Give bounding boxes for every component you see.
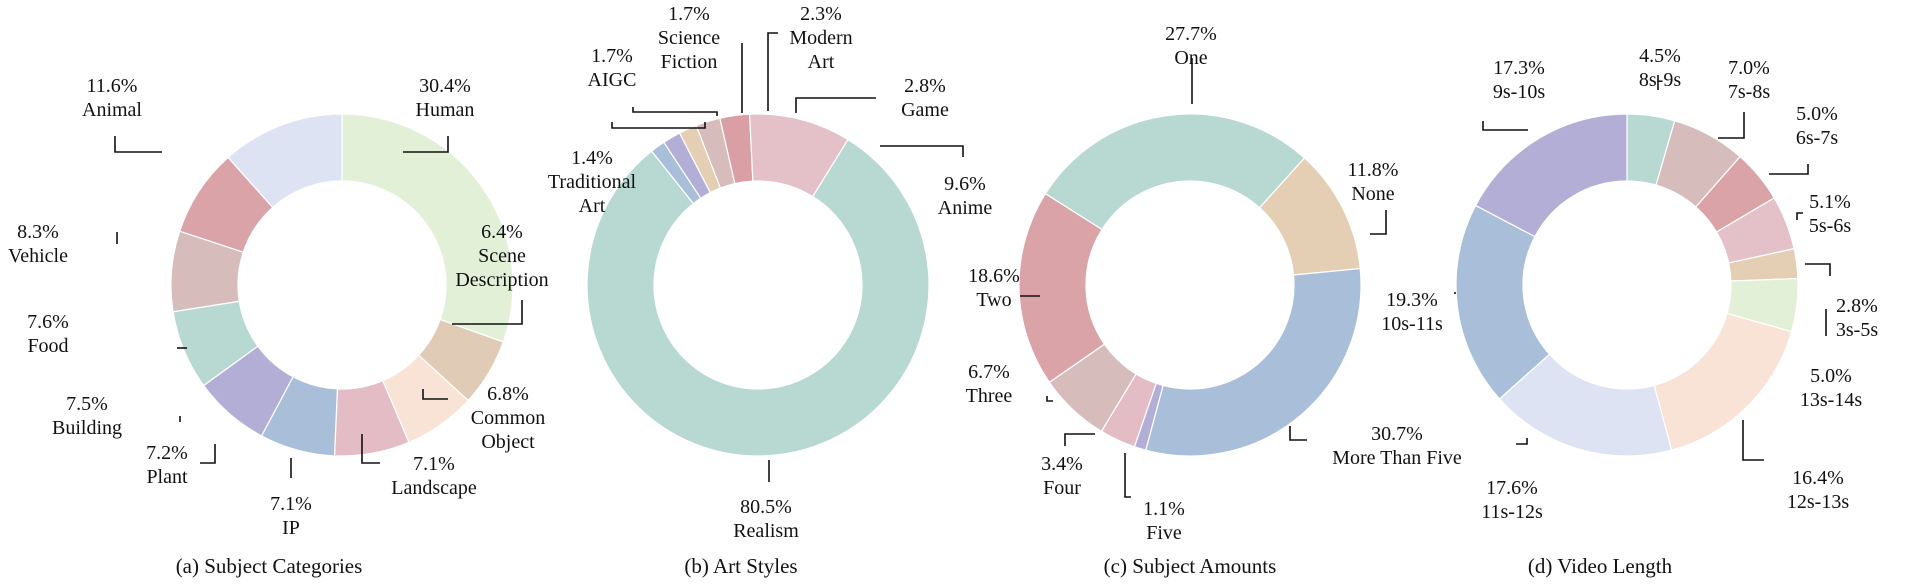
art-styles-leader-game	[795, 97, 876, 113]
art-styles-slice-modern-art	[695, 117, 736, 189]
art-styles-leader-traditional-art	[611, 122, 706, 129]
subject-amounts-leader-more-than-five	[1289, 426, 1307, 441]
video-length-slice-10s-11s	[1455, 204, 1551, 400]
subject-categories-leader-animal	[114, 136, 162, 153]
donut-chart-subject-amounts: 11.8% None 30.7% More Than Five 1.1% Five 3.4%…	[966, 23, 1462, 578]
subject-categories-label-common-object: 6.8% Common Object	[471, 383, 545, 453]
video-length-caption: (d) Video Length	[1528, 554, 1673, 578]
subject-amounts-caption: (c) Subject Amounts	[1104, 554, 1277, 578]
subject-categories-label-landscape: 7.1% Landscape	[391, 453, 477, 499]
subject-amounts-label-three: 6.7% Three	[966, 361, 1013, 407]
video-length-leader-12s-13s	[1742, 420, 1764, 461]
subject-amounts-leader-none	[1370, 210, 1387, 235]
video-length-label-11s-12s: 17.6% 11s-12s	[1481, 477, 1543, 523]
art-styles-slice-realism	[586, 138, 930, 457]
subject-amounts-label-two: 18.6% Two	[968, 265, 1020, 311]
art-styles-label-aigc: 1.7% AIGC	[588, 45, 637, 91]
subject-amounts-leader-five	[1124, 453, 1131, 498]
video-length-label-12s-13s: 16.4% 12s-13s	[1787, 467, 1849, 513]
video-length-leader-3s-5s	[1805, 263, 1831, 276]
subject-categories-label-building: 7.5% Building	[52, 393, 122, 439]
donut-chart-video-length: 4.5% 8s-9s 7.0% 7s-8s 5.0% 6s-7s 5.1% 5s-6s 2.8%…	[1381, 45, 1878, 578]
subject-categories-label-animal: 11.6% Animal	[82, 75, 142, 121]
subject-categories-caption: (a) Subject Categories	[176, 554, 363, 578]
video-length-label-6s-7s: 5.0% 6s-7s	[1796, 103, 1838, 149]
video-length-label-9s-10s: 17.3% 9s-10s	[1493, 57, 1545, 103]
subject-amounts-label-none: 11.8% None	[1348, 159, 1399, 205]
video-length-label-13s-14s: 5.0% 13s-14s	[1800, 365, 1862, 411]
video-length-label-7s-8s: 7.0% 7s-8s	[1728, 57, 1770, 103]
subject-categories-label-plant: 7.2% Plant	[146, 442, 188, 488]
video-length-label-5s-6s: 5.1% 5s-6s	[1809, 191, 1851, 237]
subject-amounts-label-five: 1.1% Five	[1143, 498, 1185, 544]
subject-amounts-label-more-than-five: 30.7% More Than Five	[1332, 423, 1462, 469]
subject-categories-label-human: 30.4% Human	[416, 75, 475, 121]
video-length-slice-9s-10s	[1474, 113, 1628, 238]
art-styles-label-traditional-art: 1.4% Traditional Art	[548, 147, 637, 217]
art-styles-leader-modern-art	[767, 32, 778, 111]
subject-categories-label-scene-description: 6.4% Scene Description	[455, 221, 548, 291]
video-length-label-3s-5s: 2.8% 3s-5s	[1836, 295, 1878, 341]
video-length-leader-9s-10s	[1482, 121, 1528, 131]
art-styles-label-science-fiction: 1.7% Science Fiction	[658, 3, 720, 73]
art-styles-caption: (b) Art Styles	[684, 554, 797, 578]
video-length-label-8s-9s: 4.5% 8s-9s	[1639, 45, 1681, 91]
subject-categories-label-ip: 7.1% IP	[270, 493, 312, 539]
subject-categories-label-vehicle: 8.3% Vehicle	[8, 221, 68, 267]
subject-amounts-leader-four	[1064, 433, 1095, 446]
subject-categories-label-food: 7.6% Food	[27, 311, 69, 357]
video-length-leader-7s-8s	[1718, 112, 1745, 139]
video-length-slice-12s-13s	[1653, 312, 1793, 451]
subject-categories-leader-scene-description	[452, 300, 523, 325]
subject-categories-leader-common-object	[422, 389, 448, 400]
subject-amounts-label-one: 27.7% One	[1165, 23, 1217, 69]
subject-amounts-label-four: 3.4% Four	[1041, 453, 1083, 499]
donut-chart-art-styles: 2.8% Game 9.6% Anime 80.5% Realism 1.4% Traditi…	[548, 3, 992, 578]
video-length-leader-6s-7s	[1769, 164, 1809, 175]
subject-amounts-slice-one	[1044, 113, 1306, 231]
subject-categories-leader-landscape	[361, 434, 380, 464]
subject-categories-leader-human	[403, 136, 449, 153]
video-length-label-10s-11s: 19.3% 10s-11s	[1381, 289, 1443, 335]
video-length-leader-5s-6s	[1796, 212, 1803, 220]
subject-categories-leader-plant	[200, 444, 216, 464]
donut-chart-subject-categories: 30.4% Human 6.4% Scene Description 6.8% Common…	[8, 75, 549, 578]
art-styles-leader-aigc	[632, 107, 718, 116]
subject-amounts-leader-three	[1046, 396, 1053, 402]
art-styles-label-game: 2.8% Game	[901, 75, 949, 121]
subject-amounts-slice-more-than-five	[1145, 267, 1362, 457]
art-styles-label-realism: 80.5% Realism	[733, 496, 799, 542]
art-styles-label-anime: 9.6% Anime	[938, 173, 993, 219]
art-styles-leader-anime	[880, 145, 964, 157]
video-length-leader-11s-12s	[1516, 438, 1528, 445]
subject-categories-slice-human	[341, 113, 514, 343]
subject-categories-slice-animal	[227, 113, 343, 209]
art-styles-label-modern-art: 2.3% Modern Art	[789, 3, 852, 73]
